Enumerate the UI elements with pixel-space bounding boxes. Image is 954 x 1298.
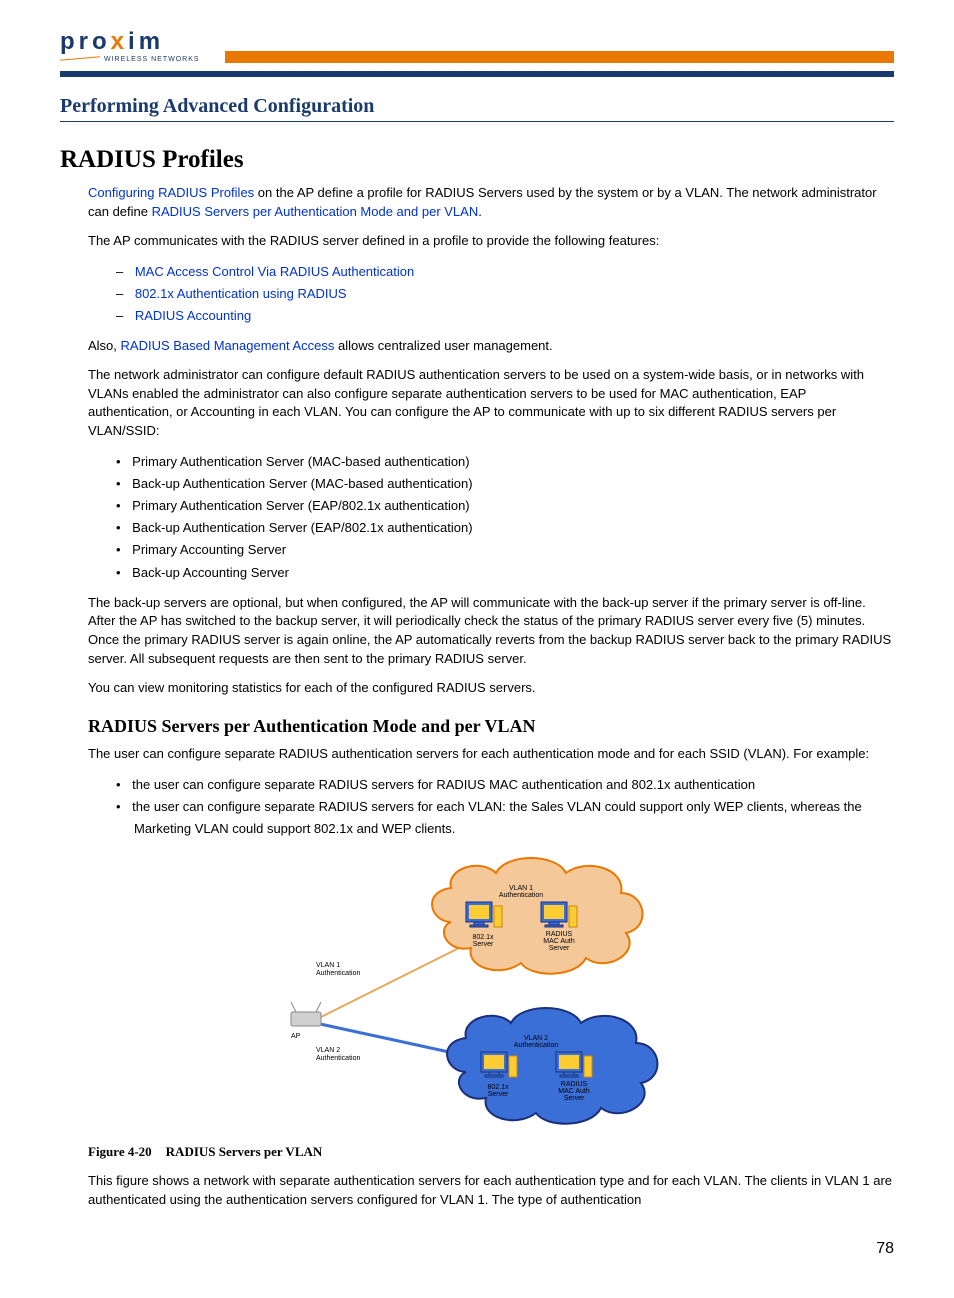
list-item: Back-up Authentication Server (MAC-based…	[116, 473, 894, 495]
srv2-8021x-label: 802.1xServer	[487, 1084, 509, 1098]
link-configuring-radius[interactable]: Configuring RADIUS Profiles	[88, 185, 254, 200]
link-radius-accounting[interactable]: RADIUS Accounting	[135, 308, 251, 323]
example-list: the user can configure separate RADIUS s…	[88, 774, 894, 840]
figure-title: RADIUS Servers per VLAN	[166, 1144, 323, 1159]
cloud-vlan2: VLAN 2Authentication 802.1xServer RADIUS…	[447, 1008, 657, 1124]
content: Configuring RADIUS Profiles on the AP de…	[88, 184, 894, 698]
figure-number: Figure 4-20	[88, 1144, 152, 1159]
also-post: allows centralized user management.	[334, 338, 552, 353]
list-item: 802.1x Authentication using RADIUS	[116, 283, 894, 305]
logo-right: im	[128, 28, 164, 55]
header-orange-bar	[225, 51, 894, 63]
header-bar: proxim WIRELESS NETWORKS	[60, 30, 894, 63]
content-sub: The user can configure separate RADIUS a…	[88, 745, 894, 1210]
list-item: Back-up Authentication Server (EAP/802.1…	[116, 517, 894, 539]
list-item: Primary Authentication Server (MAC-based…	[116, 451, 894, 473]
also-paragraph: Also, RADIUS Based Management Access all…	[88, 337, 894, 356]
para-admin: The network administrator can configure …	[88, 366, 894, 441]
para-backup: The back-up servers are optional, but wh…	[88, 594, 894, 669]
cloud-vlan1: VLAN 1Authentication 802.1xServer RADIUS…	[432, 858, 642, 974]
page-number: 78	[60, 1240, 894, 1258]
para-monitor: You can view monitoring statistics for e…	[88, 679, 894, 698]
list-item: MAC Access Control Via RADIUS Authentica…	[116, 261, 894, 283]
logo-x: x	[111, 28, 128, 55]
para-user: The user can configure separate RADIUS a…	[88, 745, 894, 764]
intro-text-1b: .	[478, 204, 482, 219]
logo-subtitle-text: WIRELESS NETWORKS	[104, 56, 200, 63]
figure-caption: Figure 4-20 RADIUS Servers per VLAN	[88, 1144, 894, 1160]
also-pre: Also,	[88, 338, 121, 353]
vlan2-auth-label: VLAN 2Authentication	[316, 1047, 360, 1062]
page-title: RADIUS Profiles	[60, 146, 894, 174]
ap-icon	[291, 1012, 321, 1026]
server-list: Primary Authentication Server (MAC-based…	[88, 451, 894, 584]
logo-left: pro	[60, 28, 111, 55]
link-mac-access[interactable]: MAC Access Control Via RADIUS Authentica…	[135, 264, 414, 279]
link-8021x-auth[interactable]: 802.1x Authentication using RADIUS	[135, 286, 347, 301]
para-figure: This figure shows a network with separat…	[88, 1172, 894, 1210]
logo-text: proxim	[60, 30, 205, 54]
logo-subtitle: WIRELESS NETWORKS	[60, 56, 205, 63]
list-item: the user can configure separate RADIUS s…	[116, 774, 894, 796]
feature-links-list: MAC Access Control Via RADIUS Authentica…	[88, 261, 894, 327]
ap-label: AP	[291, 1033, 301, 1040]
subsection-heading: RADIUS Servers per Authentication Mode a…	[88, 716, 894, 737]
link-radius-per-vlan[interactable]: RADIUS Servers per Authentication Mode a…	[152, 204, 479, 219]
intro-paragraph-2: The AP communicates with the RADIUS serv…	[88, 232, 894, 251]
list-item: RADIUS Accounting	[116, 305, 894, 327]
list-item: Primary Accounting Server	[116, 539, 894, 561]
vlan1-auth-label: VLAN 1Authentication	[316, 962, 360, 977]
section-heading: Performing Advanced Configuration	[60, 95, 894, 122]
logo-swoosh-icon	[60, 56, 100, 60]
header-navy-bar	[60, 71, 894, 77]
logo: proxim WIRELESS NETWORKS	[60, 30, 205, 63]
radius-vlan-diagram: AP VLAN 1Authentication VLAN 2Authentica…	[231, 852, 751, 1132]
list-item: Back-up Accounting Server	[116, 562, 894, 584]
intro-paragraph-1: Configuring RADIUS Profiles on the AP de…	[88, 184, 894, 222]
link-radius-management[interactable]: RADIUS Based Management Access	[121, 338, 335, 353]
list-item: the user can configure separate RADIUS s…	[116, 796, 894, 840]
list-item: Primary Authentication Server (EAP/802.1…	[116, 495, 894, 517]
srv-8021x-label: 802.1xServer	[472, 934, 494, 948]
